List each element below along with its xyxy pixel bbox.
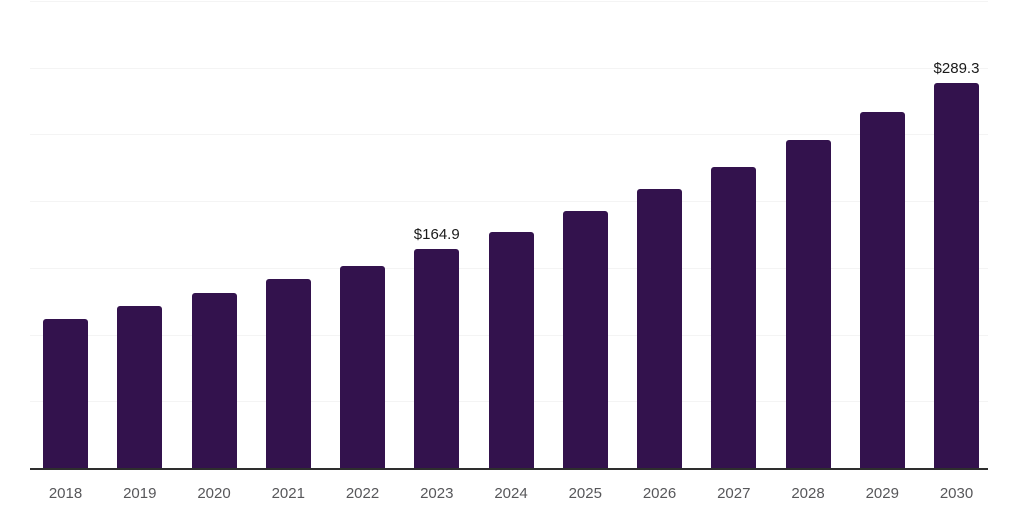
- gridline-300: [30, 67, 988, 69]
- gridline-250: [30, 134, 988, 136]
- bar-2018[interactable]: [43, 319, 88, 469]
- gridline-200: [30, 201, 988, 203]
- bar-2025[interactable]: [562, 210, 608, 469]
- x-tick-label-2023: 2023: [420, 485, 454, 502]
- bar-2027[interactable]: [711, 167, 757, 469]
- plot-area: $164.9 $289.3: [30, 1, 988, 470]
- x-tick-label-2020: 2020: [197, 485, 231, 502]
- bar-2028[interactable]: [785, 139, 831, 469]
- bar-2023[interactable]: [414, 248, 460, 469]
- bar-2019[interactable]: [117, 305, 163, 469]
- x-axis-line: [30, 468, 988, 470]
- x-tick-label-2021: 2021: [271, 485, 305, 502]
- data-label-2023: $164.9: [413, 225, 460, 243]
- x-tick-label-2024: 2024: [494, 485, 528, 502]
- bar-2030[interactable]: [934, 83, 979, 469]
- bar-2021[interactable]: [265, 279, 311, 469]
- bar-2020[interactable]: [191, 293, 237, 469]
- bar-2026[interactable]: [637, 189, 682, 469]
- x-tick-label-2018: 2018: [48, 485, 83, 502]
- x-tick-label-2022: 2022: [345, 485, 380, 502]
- x-tick-label-2025: 2025: [568, 485, 602, 502]
- bar-2022[interactable]: [340, 266, 385, 469]
- x-tick-label-2026: 2026: [642, 485, 677, 502]
- x-tick-label-2027: 2027: [717, 485, 751, 502]
- bar-2029[interactable]: [859, 112, 905, 469]
- x-tick-label-2028: 2028: [791, 485, 825, 502]
- bar-2024[interactable]: [488, 231, 534, 469]
- x-tick-label-2029: 2029: [865, 485, 899, 502]
- gridline-350: [30, 1, 988, 2]
- x-tick-label-2030: 2030: [939, 485, 974, 502]
- x-tick-label-2019: 2019: [123, 485, 157, 502]
- data-label-2030: $289.3: [933, 60, 980, 77]
